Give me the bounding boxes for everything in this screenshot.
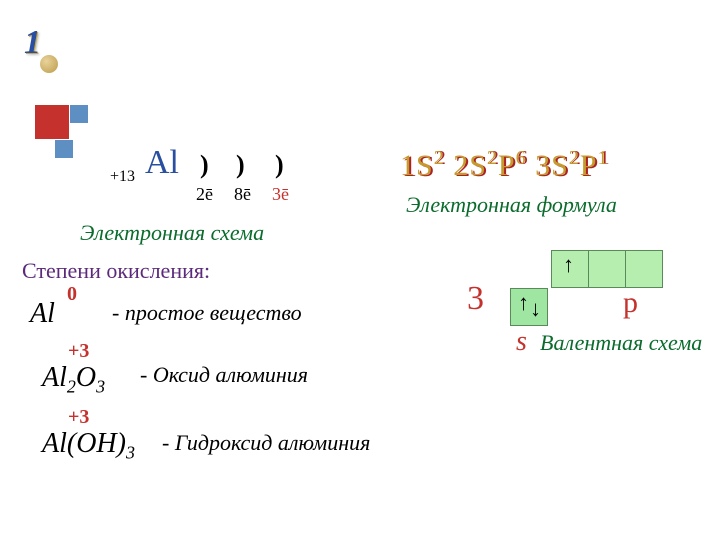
ox-line1-formula: Al [30,298,55,330]
globe-icon [40,55,58,73]
valence-scheme-label: Валентная схема [540,330,702,356]
oxidation-title: Степени окисления: [22,258,210,284]
ox-line2-sub-b: 3 [96,377,105,397]
shell-paren-1: ) [200,150,209,180]
ef-3s-exp: 2 [569,147,580,169]
ox-line2-formula: Al2O3 [42,362,105,398]
p-cell-3 [625,250,663,288]
ox-line2-o: O [76,362,96,393]
ox-line3-aloh: Al(OH) [42,428,126,459]
ef-2p: P [498,149,516,182]
deco-square-red [35,105,69,139]
s-label: s [516,326,527,358]
electronic-scheme-label: Электронная схема [80,220,264,246]
ox-line3-note: - Гидроксид алюминия [162,430,370,456]
ox-line2-note: - Оксид алюминия [140,362,308,388]
slide-number: 1 [24,24,41,62]
ef-1s-exp: 2 [434,147,445,169]
ox-line2-al: Al [42,362,67,393]
ef-2s: 2S [453,149,487,182]
shell-2-electrons: 8ē [234,184,251,205]
electronic-formula: 1S2 2S2P6 3S2P1 [400,147,608,183]
deco-square-blue-1 [70,105,88,123]
ox-line1-state: 0 [67,283,77,306]
p-cell-2 [588,250,626,288]
s-arrow-up: ↑ [518,292,529,314]
ef-2p-exp: 6 [516,147,527,169]
deco-square-blue-2 [55,140,73,158]
valence-n: 3 [467,280,484,318]
s-cell [510,288,548,326]
ox-line1-note: - простое вещество [112,300,302,326]
ef-1s: 1S [400,149,434,182]
electronic-formula-label: Электронная формула [406,192,617,218]
ox-line2-sub-a: 2 [67,377,76,397]
s-arrow-down: ↓ [530,298,541,320]
ef-3p: P [580,149,598,182]
shell-paren-3: ) [275,150,284,180]
ox-line3-formula: Al(OH)3 [42,428,135,464]
ox-line2-state: +3 [68,340,89,363]
p-arrow-up: ↑ [563,254,574,276]
shell-1-electrons: 2ē [196,184,213,205]
element-symbol: Al [145,144,179,182]
p-label: p [623,286,638,320]
ef-2s-exp: 2 [487,147,498,169]
ef-3s: 3S [535,149,569,182]
ef-3p-exp: 1 [597,147,608,169]
nuclear-charge: +13 [110,168,135,186]
shell-3-electrons: 3ē [272,184,289,205]
ox-line3-state: +3 [68,406,89,429]
ox-line3-sub: 3 [126,443,135,463]
shell-paren-2: ) [236,150,245,180]
